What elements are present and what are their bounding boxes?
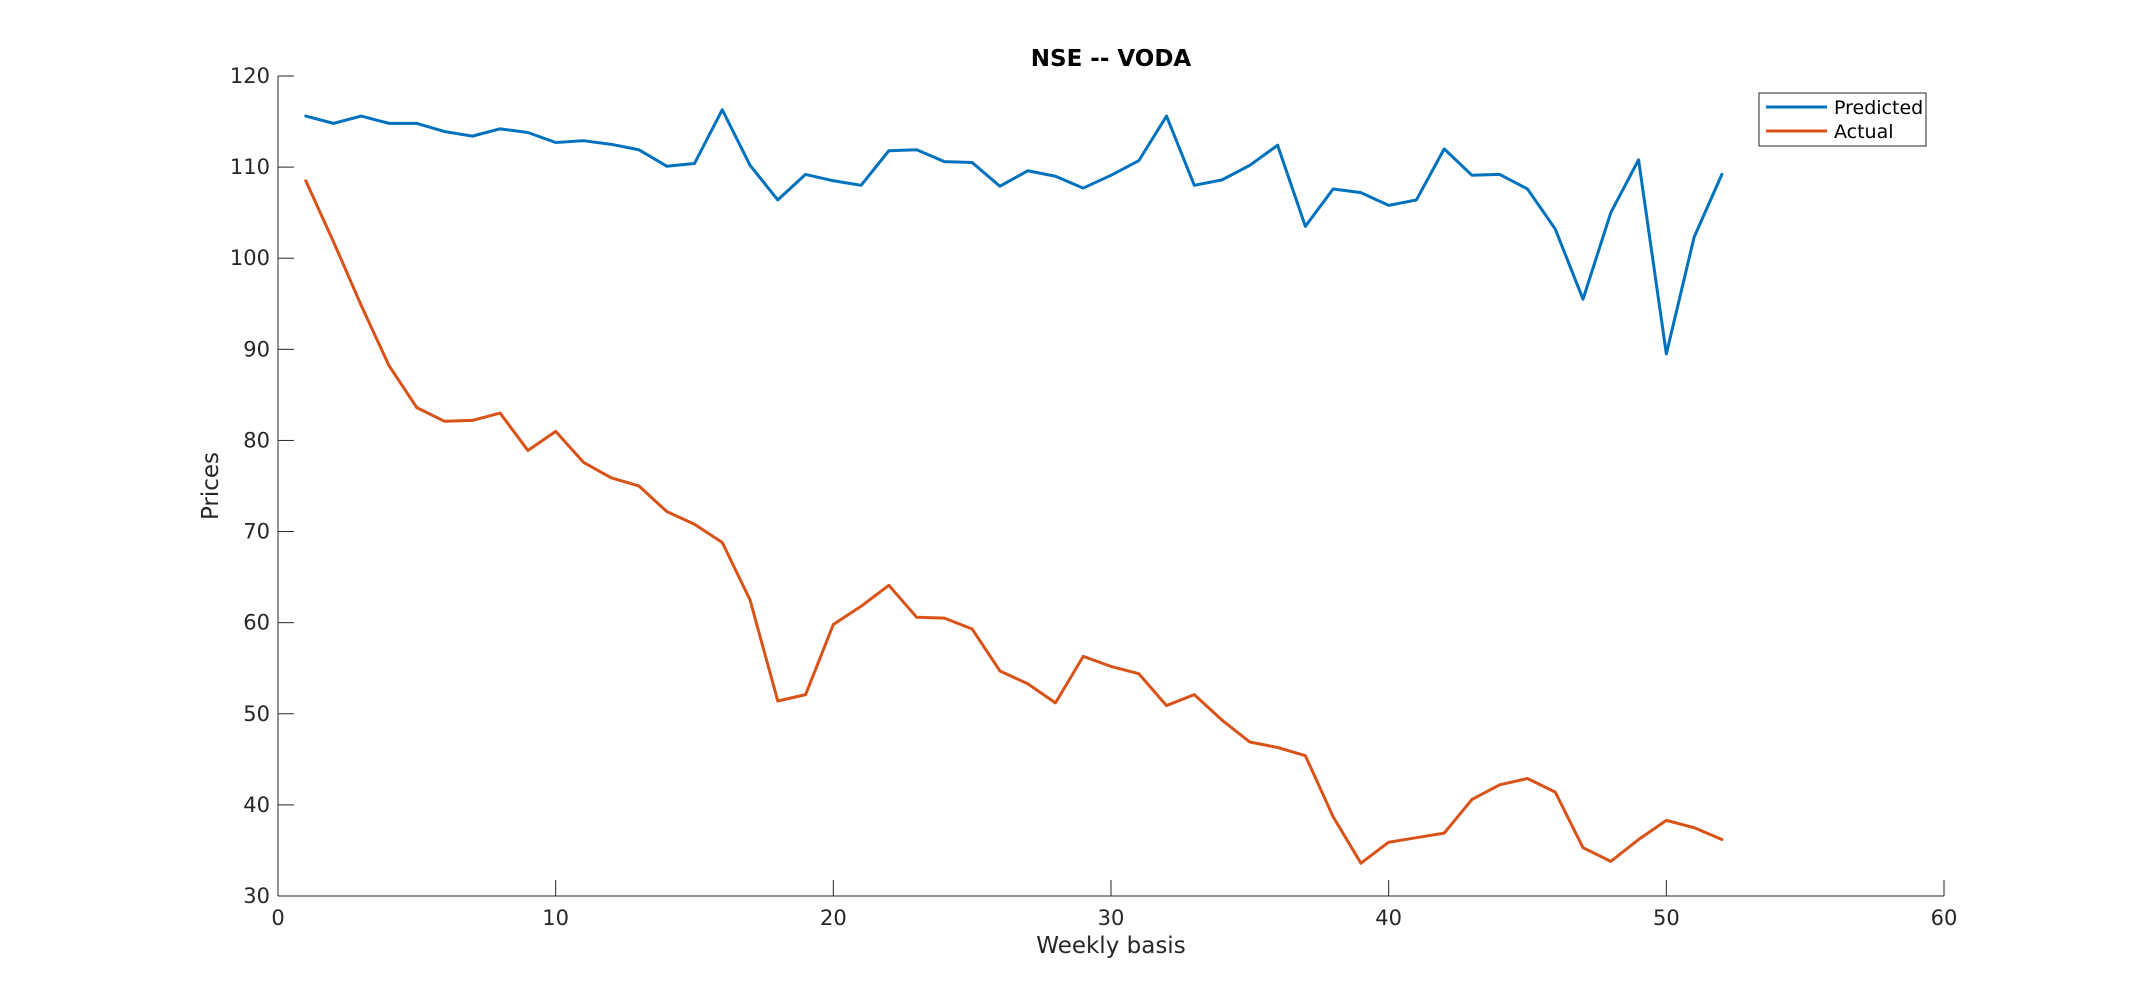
x-tick-label: 40 xyxy=(1375,906,1402,930)
series-line-actual xyxy=(304,179,1724,865)
legend-label-actual: Actual xyxy=(1834,121,1894,143)
y-tick-label: 40 xyxy=(243,793,270,817)
legend-box xyxy=(1758,92,1927,147)
chart-title: NSE -- VODA xyxy=(1031,46,1192,72)
plot-background xyxy=(278,76,1944,896)
legend-label-predicted: Predicted xyxy=(1834,97,1923,119)
y-tick-label: 90 xyxy=(243,337,270,361)
y-tick-label: 110 xyxy=(230,155,270,179)
y-tick-label: 100 xyxy=(230,246,270,270)
y-tick-label: 60 xyxy=(243,611,270,635)
x-ticks: 0 10 20 30 40 50 60 xyxy=(271,880,1957,930)
x-tick-label: 20 xyxy=(820,906,847,930)
legend: Predicted Actual xyxy=(1758,92,1927,147)
y-tick-label: 80 xyxy=(243,428,270,452)
x-tick-label: 0 xyxy=(271,906,284,930)
x-tick-label: 30 xyxy=(1098,906,1125,930)
series-line-predicted xyxy=(304,108,1724,356)
y-axis-label: Prices xyxy=(198,452,224,520)
y-tick-label: 30 xyxy=(243,884,270,908)
x-tick-label: 10 xyxy=(542,906,569,930)
x-axis-label: Weekly basis xyxy=(1036,933,1185,959)
x-tick-label: 60 xyxy=(1931,906,1958,930)
series-layer xyxy=(304,108,1724,865)
y-tick-label: 120 xyxy=(230,64,270,88)
y-tick-label: 70 xyxy=(243,520,270,544)
y-tick-label: 50 xyxy=(243,702,270,726)
y-ticks: 30 40 50 60 70 80 90 100 110 120 xyxy=(230,64,294,908)
x-tick-label: 50 xyxy=(1653,906,1680,930)
